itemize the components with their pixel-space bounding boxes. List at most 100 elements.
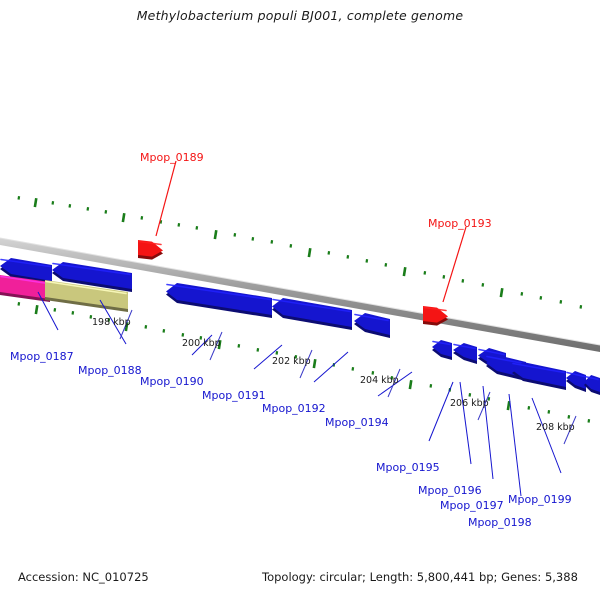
ruler-tick-lower [89,314,93,319]
gene-bar-rna[interactable] [0,275,50,302]
genome-meta-text: Topology: circular; Length: 5,800,441 bp… [262,570,578,584]
ruler-tick-lower [487,397,491,401]
ruler-tick-upper [17,195,21,200]
leader-line-mpop_0198 [508,393,522,497]
leader-line-mpop_0190 [191,334,213,356]
gene-label-mpop_0191[interactable]: Mpop_0191 [202,389,266,402]
ruler-tick-lower [294,354,298,359]
tick-leader [477,391,491,421]
gene-arrow-0195[interactable] [453,343,477,364]
leader-line-mpop_0194 [377,371,413,397]
ruler-tick-upper [520,292,524,296]
ruler-tick-lower [124,322,129,332]
ruler-tick-lower [34,305,39,315]
gene-labels[interactable]: Mpop_0187Mpop_0188Mpop_0189Mpop_0190Mpop… [10,151,572,529]
leader-line-mpop_0188 [99,299,127,345]
gene-arrow-0193[interactable] [423,306,448,326]
ruler-tick-lower [275,351,279,355]
ruler-tick-lower [162,329,166,333]
gene-arrow-0192[interactable] [354,313,390,338]
leader-line-mpop_0187 [37,291,59,331]
ruler-tick-lower [429,383,433,388]
gene-arrow-0188[interactable] [52,262,132,292]
gene-label-mpop_0199[interactable]: Mpop_0199 [508,493,572,506]
leader-line-mpop_0196 [459,381,472,465]
ruler-tick-labels: 198 kbp 200 kbp 202 kbp 204 kbp 206 kbp 208 k… [92,317,575,433]
ruler-tick-lower [312,358,317,369]
ruler-tick-lower [217,340,222,350]
gene-arrow-0191[interactable] [272,298,352,330]
status-bar: Accession: NC_010725 Topology: circular;… [0,570,600,592]
gene-arrow-0194[interactable] [432,340,452,360]
leader-line-mpop_0192 [313,351,349,383]
ruler-tick-upper [365,259,369,263]
gene-label-mpop_0194[interactable]: Mpop_0194 [325,416,389,429]
ruler-tick-upper [461,278,465,283]
ruler-tick-upper [86,207,90,211]
ruler-tick-lower [547,409,551,414]
leader-line-mpop_0195 [428,381,454,442]
gene-arrow-0199[interactable] [566,371,586,392]
ruler-tick-upper [270,240,274,244]
gene-features[interactable] [0,240,600,395]
ruler-tick-upper [251,237,255,241]
ruler-tick-lower [351,366,355,371]
tick-leader [387,368,401,398]
leader-line-mpop_0193 [442,226,467,303]
gene-bar-other[interactable] [45,280,128,312]
gene-label-mpop_0196[interactable]: Mpop_0196 [418,484,482,497]
ruler-tick-lower [107,317,111,322]
ruler-tick-lower [256,347,260,352]
ruler-tick-upper [195,226,199,230]
ruler-label: 198 kbp [92,317,131,328]
ruler-tick-lower [17,302,21,306]
tick-leader [209,331,223,361]
leader-line-mpop_0191 [253,344,283,370]
ruler-tick-upper [442,275,446,279]
ruler-tick-upper [233,233,237,237]
leader-line-mpop_0197 [482,385,494,480]
tick-leader [299,349,313,379]
ruler-tick-lower [408,380,413,390]
ruler-tick-upper [402,267,407,277]
ruler-tick-upper [423,271,427,275]
ruler-tick-upper [33,198,38,208]
gene-label-mpop_0189[interactable]: Mpop_0189 [140,151,204,164]
ruler-tick-upper [289,244,293,248]
gene-label-mpop_0198[interactable]: Mpop_0198 [468,516,532,529]
gene-label-mpop_0197[interactable]: Mpop_0197 [440,499,504,512]
tick-leader [563,415,577,445]
ruler-tick-upper [539,296,543,300]
ruler-tick-upper [327,251,331,255]
ruler-tick-lower [144,325,148,329]
gene-label-mpop_0195[interactable]: Mpop_0195 [376,461,440,474]
ruler-label: 206 kbp [450,398,489,409]
gene-label-mpop_0187[interactable]: Mpop_0187 [10,350,74,363]
gene-label-mpop_0188[interactable]: Mpop_0188 [78,364,142,377]
gene-label-mpop_0192[interactable]: Mpop_0192 [262,402,326,415]
ruler-tick-lower [390,375,394,380]
label-leader-lines [37,160,577,497]
ruler-tick-lower [468,392,472,397]
gene-arrow-0190[interactable] [166,283,272,318]
sequence-backbone [0,237,600,352]
ruler-tick-upper [384,263,388,267]
gene-arrow-0198[interactable] [512,362,566,390]
ruler-label: 208 kbp [536,422,575,433]
ruler-ticks [17,195,591,423]
gene-label-mpop_0190[interactable]: Mpop_0190 [140,375,204,388]
gene-arrow-0199b[interactable] [584,375,600,395]
ruler-tick-upper [579,304,583,309]
gene-arrow-0187[interactable] [0,258,52,284]
backbone-line [0,238,600,352]
ruler-tick-lower [199,336,203,340]
ruler-tick-lower [506,401,511,411]
ruler-tick-upper [140,215,144,220]
ruler-tick-lower [371,370,375,375]
ruler-tick-lower [71,311,75,315]
gene-arrow-0189[interactable] [138,240,163,260]
ruler-tick-upper [346,254,350,259]
gene-label-mpop_0193[interactable]: Mpop_0193 [428,217,492,230]
ruler-tick-upper [121,213,126,223]
